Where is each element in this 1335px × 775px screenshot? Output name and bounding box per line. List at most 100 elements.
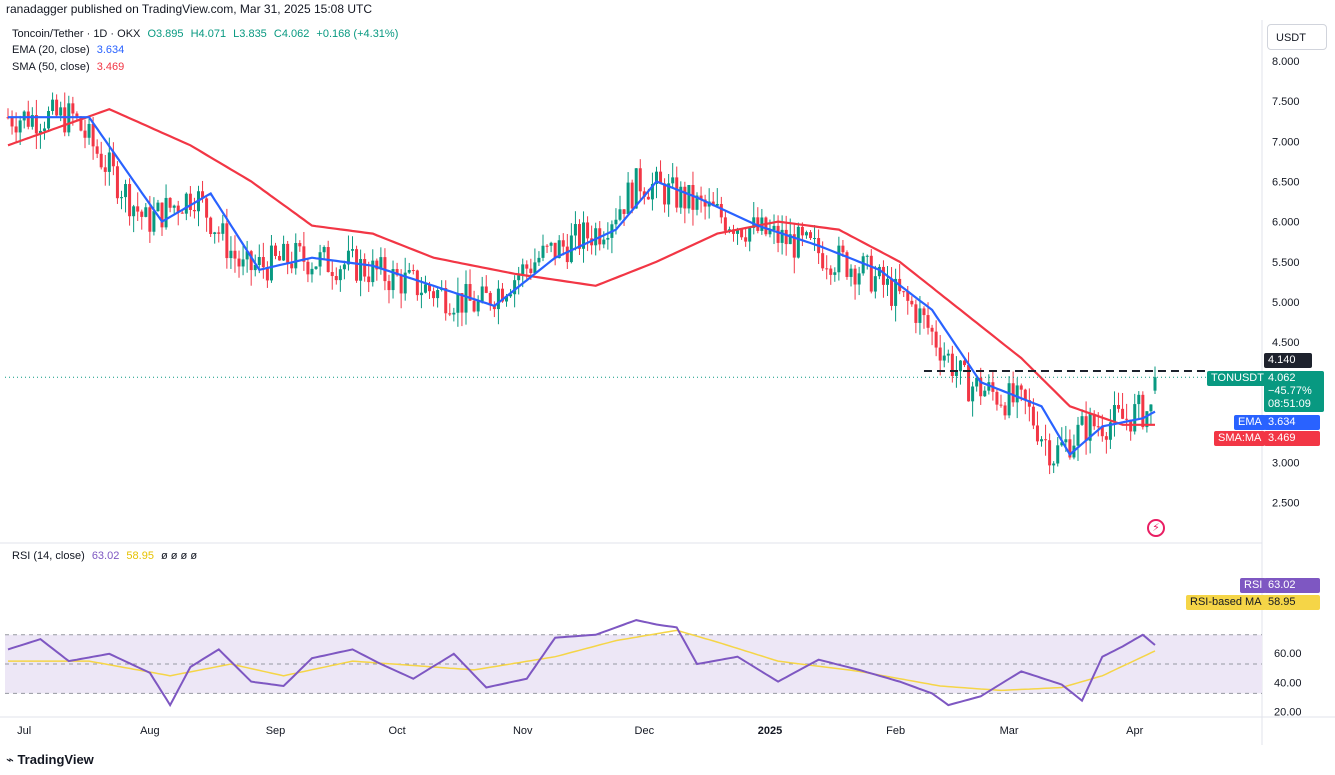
candle-body bbox=[711, 201, 715, 206]
time-axis-label: Jul bbox=[17, 725, 31, 737]
time-axis-label: Mar bbox=[1000, 725, 1019, 737]
candle-body bbox=[136, 206, 140, 212]
candle-body bbox=[444, 288, 448, 314]
candle-body bbox=[715, 203, 719, 206]
candle-body bbox=[654, 171, 658, 184]
candle-body bbox=[1019, 385, 1023, 390]
price-tick-label: 6.500 bbox=[1272, 176, 1300, 188]
tradingview-logo: ⌁ TradingView bbox=[6, 752, 94, 768]
candle-body bbox=[975, 377, 979, 387]
candle-body bbox=[1112, 405, 1116, 423]
candle-body bbox=[1133, 404, 1137, 432]
candle-body bbox=[257, 257, 261, 266]
candle-body bbox=[748, 227, 752, 242]
candle-body bbox=[355, 249, 359, 281]
candle-body bbox=[577, 224, 581, 249]
ema-line bbox=[8, 116, 1156, 457]
candle-body bbox=[671, 177, 675, 184]
candle-body bbox=[1088, 413, 1092, 441]
lightning-alert-icon[interactable]: ⚡ bbox=[1147, 519, 1165, 537]
candle-body bbox=[942, 355, 946, 361]
candle-body bbox=[63, 107, 67, 133]
candle-body bbox=[140, 211, 144, 217]
rsi-ma-legend-value: 58.95 bbox=[126, 550, 154, 562]
candle-body bbox=[995, 391, 999, 405]
candle-body bbox=[294, 243, 298, 269]
last-price: 4.062 bbox=[1268, 372, 1296, 384]
candle-body bbox=[472, 300, 476, 312]
candle-body bbox=[825, 268, 829, 270]
price-tick-label: 5.500 bbox=[1272, 257, 1300, 269]
rsi-ma-value-tag: 58.95 bbox=[1264, 595, 1320, 610]
candle-body bbox=[253, 265, 257, 271]
candle-body bbox=[691, 184, 695, 210]
candle-body bbox=[626, 182, 630, 214]
candle-body bbox=[314, 266, 318, 269]
candle-body bbox=[188, 193, 192, 210]
candle-body bbox=[176, 205, 180, 213]
candle-body bbox=[979, 377, 983, 397]
candle-body bbox=[75, 113, 79, 118]
candle-body bbox=[1027, 400, 1031, 407]
candle-body bbox=[148, 207, 152, 232]
candle-body bbox=[934, 331, 938, 348]
candle-body bbox=[650, 183, 654, 200]
candle-body bbox=[59, 107, 63, 116]
candle-body bbox=[557, 240, 561, 259]
candle-body bbox=[456, 293, 460, 313]
candle-body bbox=[837, 245, 841, 273]
candle-body bbox=[857, 273, 861, 285]
candle-body bbox=[436, 290, 440, 299]
change-value: +0.168 (+4.31%) bbox=[316, 28, 399, 40]
rsi-tick-label: 40.00 bbox=[1274, 677, 1302, 689]
candle-body bbox=[500, 288, 504, 302]
rsi-legend[interactable]: RSI (14, close) 63.02 58.95 ø ø ø ø bbox=[12, 550, 201, 562]
sma-value-tag: 3.469 bbox=[1264, 431, 1320, 446]
candle-body bbox=[958, 360, 962, 372]
candle-body bbox=[764, 217, 768, 235]
candle-body bbox=[71, 103, 75, 114]
candle-body bbox=[946, 353, 950, 356]
sma-legend[interactable]: SMA (50, close) 3.469 bbox=[12, 61, 128, 73]
candle-body bbox=[1031, 406, 1035, 426]
candle-body bbox=[618, 209, 622, 220]
candle-body bbox=[160, 202, 164, 228]
sma-legend-label: SMA (50, close) bbox=[12, 61, 90, 73]
candle-body bbox=[541, 245, 545, 258]
candle-body bbox=[727, 229, 731, 231]
candle-body bbox=[1056, 445, 1060, 464]
candle-body bbox=[703, 199, 707, 207]
candle-body bbox=[1117, 405, 1121, 409]
candle-body bbox=[1048, 440, 1052, 466]
candle-body bbox=[1044, 439, 1048, 441]
candle-body bbox=[452, 312, 456, 315]
last-price-tag: 4.062 −45.77% 08:51:09 bbox=[1264, 371, 1324, 412]
publisher-header: ranadagger published on TradingView.com,… bbox=[6, 2, 373, 16]
candle-body bbox=[298, 243, 302, 247]
currency-button[interactable]: USDT bbox=[1267, 24, 1327, 50]
candle-body bbox=[245, 251, 249, 260]
candle-body bbox=[513, 280, 517, 295]
candle-body bbox=[614, 219, 618, 225]
candle-body bbox=[772, 225, 776, 231]
candle-body bbox=[525, 264, 529, 269]
candle-body bbox=[484, 286, 488, 293]
tradingview-logo-mark: ⌁ bbox=[6, 752, 14, 767]
rsi-legend-value: 63.02 bbox=[91, 550, 120, 562]
candle-body bbox=[488, 292, 492, 306]
candle-body bbox=[918, 308, 922, 323]
ema-legend[interactable]: EMA (20, close) 3.634 bbox=[12, 44, 128, 56]
candle-body bbox=[363, 259, 367, 277]
candle-body bbox=[663, 183, 667, 205]
candle-body bbox=[586, 222, 590, 239]
candle-body bbox=[914, 304, 918, 323]
candle-body bbox=[201, 191, 205, 199]
candle-body bbox=[415, 270, 419, 296]
candle-body bbox=[225, 223, 229, 259]
candle-body bbox=[30, 115, 34, 127]
candle-body bbox=[521, 264, 525, 276]
candle-body bbox=[1015, 385, 1019, 403]
candle-body bbox=[115, 166, 119, 199]
candle-body bbox=[886, 278, 890, 285]
